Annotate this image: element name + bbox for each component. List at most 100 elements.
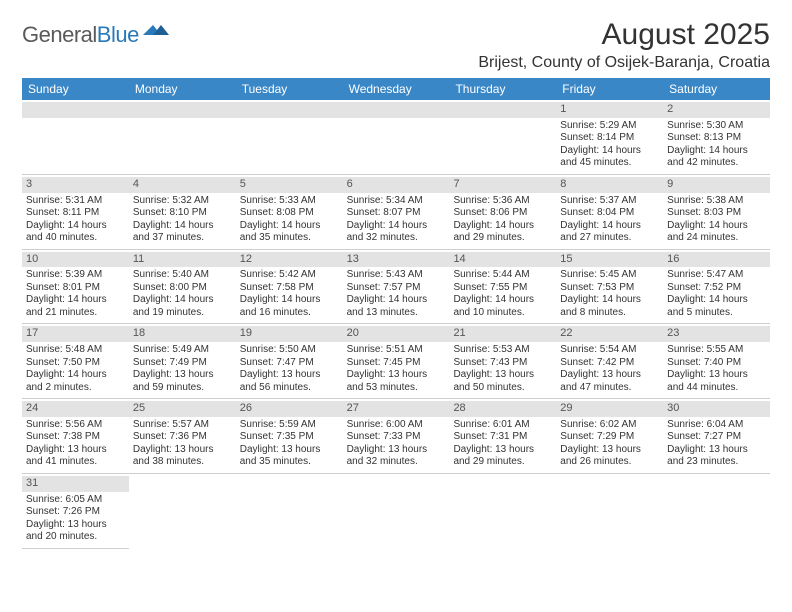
sunset-line: Sunset: 7:42 PM <box>560 357 659 370</box>
sunset-line: Sunset: 8:06 PM <box>453 207 552 220</box>
sunset-line: Sunset: 7:40 PM <box>667 357 766 370</box>
calendar-cell <box>22 100 129 175</box>
day-number: 2 <box>663 102 770 118</box>
calendar-cell: 15Sunrise: 5:45 AMSunset: 7:53 PMDayligh… <box>556 250 663 325</box>
calendar-cell <box>449 100 556 175</box>
sunset-line: Sunset: 7:35 PM <box>240 431 339 444</box>
sunset-line: Sunset: 8:14 PM <box>560 132 659 145</box>
logo: GeneralBlue <box>22 22 169 48</box>
sunset-line: Sunset: 8:01 PM <box>26 282 125 295</box>
calendar-cell: 14Sunrise: 5:44 AMSunset: 7:55 PMDayligh… <box>449 250 556 325</box>
sunset-line: Sunset: 7:50 PM <box>26 357 125 370</box>
sunset-line: Sunset: 8:08 PM <box>240 207 339 220</box>
sunset-line: Sunset: 7:43 PM <box>453 357 552 370</box>
calendar-cell: 27Sunrise: 6:00 AMSunset: 7:33 PMDayligh… <box>343 399 450 474</box>
daylight-line: Daylight: 13 hours and 47 minutes. <box>560 369 659 394</box>
calendar-cell: 28Sunrise: 6:01 AMSunset: 7:31 PMDayligh… <box>449 399 556 474</box>
sunrise-line: Sunrise: 5:55 AM <box>667 344 766 357</box>
sunrise-line: Sunrise: 5:29 AM <box>560 120 659 133</box>
sunrise-line: Sunrise: 5:43 AM <box>347 269 446 282</box>
sunset-line: Sunset: 7:57 PM <box>347 282 446 295</box>
daylight-line: Daylight: 14 hours and 45 minutes. <box>560 145 659 170</box>
calendar-cell <box>556 474 663 549</box>
location-subtitle: Brijest, County of Osijek-Baranja, Croat… <box>478 54 770 72</box>
calendar-cell: 17Sunrise: 5:48 AMSunset: 7:50 PMDayligh… <box>22 324 129 399</box>
sunrise-line: Sunrise: 5:36 AM <box>453 195 552 208</box>
calendar-cell: 31Sunrise: 6:05 AMSunset: 7:26 PMDayligh… <box>22 474 129 549</box>
day-number-empty <box>22 102 129 118</box>
sunset-line: Sunset: 7:45 PM <box>347 357 446 370</box>
day-number: 29 <box>556 401 663 417</box>
sunset-line: Sunset: 8:11 PM <box>26 207 125 220</box>
calendar-cell: 25Sunrise: 5:57 AMSunset: 7:36 PMDayligh… <box>129 399 236 474</box>
sunrise-line: Sunrise: 5:44 AM <box>453 269 552 282</box>
sunrise-line: Sunrise: 5:42 AM <box>240 269 339 282</box>
sunrise-line: Sunrise: 5:53 AM <box>453 344 552 357</box>
day-number: 14 <box>449 252 556 268</box>
day-number: 6 <box>343 177 450 193</box>
weekday-header: Friday <box>556 78 663 100</box>
sunset-line: Sunset: 8:10 PM <box>133 207 232 220</box>
calendar-cell: 8Sunrise: 5:37 AMSunset: 8:04 PMDaylight… <box>556 175 663 250</box>
sunrise-line: Sunrise: 5:37 AM <box>560 195 659 208</box>
sunrise-line: Sunrise: 5:45 AM <box>560 269 659 282</box>
sunset-line: Sunset: 7:27 PM <box>667 431 766 444</box>
calendar-cell: 12Sunrise: 5:42 AMSunset: 7:58 PMDayligh… <box>236 250 343 325</box>
sunset-line: Sunset: 8:03 PM <box>667 207 766 220</box>
daylight-line: Daylight: 14 hours and 19 minutes. <box>133 294 232 319</box>
calendar-cell <box>343 100 450 175</box>
calendar-cell <box>663 474 770 549</box>
calendar-cell: 23Sunrise: 5:55 AMSunset: 7:40 PMDayligh… <box>663 324 770 399</box>
calendar-cell: 21Sunrise: 5:53 AMSunset: 7:43 PMDayligh… <box>449 324 556 399</box>
calendar-header-row: SundayMondayTuesdayWednesdayThursdayFrid… <box>22 78 770 100</box>
day-number: 28 <box>449 401 556 417</box>
calendar-cell <box>449 474 556 549</box>
flag-icon <box>141 21 169 41</box>
daylight-line: Daylight: 13 hours and 38 minutes. <box>133 444 232 469</box>
sunrise-line: Sunrise: 5:40 AM <box>133 269 232 282</box>
day-number: 7 <box>449 177 556 193</box>
day-number: 15 <box>556 252 663 268</box>
daylight-line: Daylight: 13 hours and 32 minutes. <box>347 444 446 469</box>
weekday-header: Thursday <box>449 78 556 100</box>
calendar-row: 3Sunrise: 5:31 AMSunset: 8:11 PMDaylight… <box>22 175 770 250</box>
sunrise-line: Sunrise: 5:31 AM <box>26 195 125 208</box>
day-number: 12 <box>236 252 343 268</box>
day-number: 11 <box>129 252 236 268</box>
daylight-line: Daylight: 13 hours and 35 minutes. <box>240 444 339 469</box>
calendar-cell: 20Sunrise: 5:51 AMSunset: 7:45 PMDayligh… <box>343 324 450 399</box>
daylight-line: Daylight: 14 hours and 5 minutes. <box>667 294 766 319</box>
calendar-cell <box>343 474 450 549</box>
calendar: SundayMondayTuesdayWednesdayThursdayFrid… <box>22 78 770 549</box>
sunrise-line: Sunrise: 5:30 AM <box>667 120 766 133</box>
weekday-header: Wednesday <box>343 78 450 100</box>
header: GeneralBlue August 2025 Brijest, County … <box>22 18 770 72</box>
day-number: 9 <box>663 177 770 193</box>
calendar-cell: 18Sunrise: 5:49 AMSunset: 7:49 PMDayligh… <box>129 324 236 399</box>
day-number: 22 <box>556 326 663 342</box>
calendar-cell: 6Sunrise: 5:34 AMSunset: 8:07 PMDaylight… <box>343 175 450 250</box>
daylight-line: Daylight: 13 hours and 23 minutes. <box>667 444 766 469</box>
daylight-line: Daylight: 13 hours and 56 minutes. <box>240 369 339 394</box>
sunrise-line: Sunrise: 5:34 AM <box>347 195 446 208</box>
day-number-empty <box>236 102 343 118</box>
calendar-cell: 7Sunrise: 5:36 AMSunset: 8:06 PMDaylight… <box>449 175 556 250</box>
sunset-line: Sunset: 7:31 PM <box>453 431 552 444</box>
daylight-line: Daylight: 13 hours and 59 minutes. <box>133 369 232 394</box>
day-number: 31 <box>22 476 129 492</box>
sunrise-line: Sunrise: 5:48 AM <box>26 344 125 357</box>
daylight-line: Daylight: 13 hours and 44 minutes. <box>667 369 766 394</box>
daylight-line: Daylight: 14 hours and 40 minutes. <box>26 220 125 245</box>
sunrise-line: Sunrise: 5:50 AM <box>240 344 339 357</box>
daylight-line: Daylight: 13 hours and 26 minutes. <box>560 444 659 469</box>
calendar-cell: 13Sunrise: 5:43 AMSunset: 7:57 PMDayligh… <box>343 250 450 325</box>
calendar-cell: 16Sunrise: 5:47 AMSunset: 7:52 PMDayligh… <box>663 250 770 325</box>
sunrise-line: Sunrise: 5:57 AM <box>133 419 232 432</box>
calendar-cell: 22Sunrise: 5:54 AMSunset: 7:42 PMDayligh… <box>556 324 663 399</box>
sunrise-line: Sunrise: 6:00 AM <box>347 419 446 432</box>
calendar-row: 24Sunrise: 5:56 AMSunset: 7:38 PMDayligh… <box>22 399 770 474</box>
sunrise-line: Sunrise: 5:33 AM <box>240 195 339 208</box>
sunrise-line: Sunrise: 5:49 AM <box>133 344 232 357</box>
daylight-line: Daylight: 13 hours and 41 minutes. <box>26 444 125 469</box>
daylight-line: Daylight: 14 hours and 24 minutes. <box>667 220 766 245</box>
